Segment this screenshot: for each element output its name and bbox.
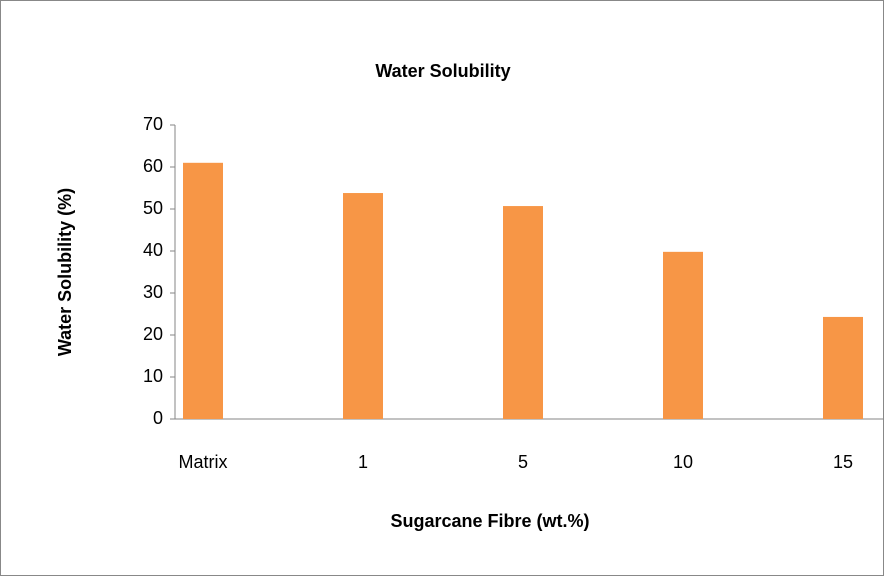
bar	[663, 251, 703, 419]
bar	[343, 193, 383, 419]
bar	[503, 206, 543, 419]
y-tick-label: 70	[143, 114, 163, 134]
y-tick-label: 40	[143, 240, 163, 260]
x-tick-label: 5	[518, 452, 528, 472]
x-axis-label: Sugarcane Fibre (wt.%)	[390, 511, 589, 531]
x-tick-label: Matrix	[179, 452, 228, 472]
bar	[823, 316, 863, 419]
x-tick-label: 15	[833, 452, 853, 472]
x-tick-label: 1	[358, 452, 368, 472]
y-tick-label: 20	[143, 324, 163, 344]
y-tick-label: 0	[153, 408, 163, 428]
y-tick-label: 10	[143, 366, 163, 386]
bar	[183, 162, 223, 420]
chart-title: Water Solubility	[375, 61, 510, 81]
y-tick-label: 50	[143, 198, 163, 218]
x-tick-label: 10	[673, 452, 693, 472]
y-tick-label: 60	[143, 156, 163, 176]
y-axis-label: Water Solubility (%)	[55, 188, 75, 356]
y-tick-label: 30	[143, 282, 163, 302]
